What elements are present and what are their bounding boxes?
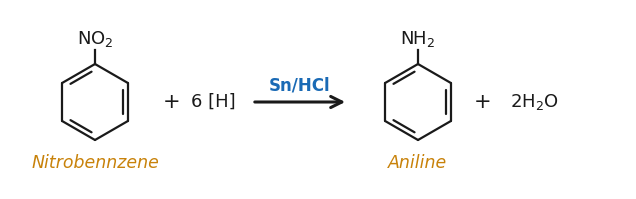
- Text: Aniline: Aniline: [389, 154, 448, 172]
- Text: 6 [H]: 6 [H]: [191, 93, 235, 111]
- Text: NH$_2$: NH$_2$: [400, 29, 436, 49]
- Text: +: +: [474, 92, 492, 112]
- Text: +: +: [163, 92, 181, 112]
- Text: 2H$_2$O: 2H$_2$O: [510, 92, 559, 112]
- Text: Sn/HCl: Sn/HCl: [269, 77, 331, 95]
- Text: NO$_2$: NO$_2$: [77, 29, 113, 49]
- Text: Nitrobennzene: Nitrobennzene: [31, 154, 159, 172]
